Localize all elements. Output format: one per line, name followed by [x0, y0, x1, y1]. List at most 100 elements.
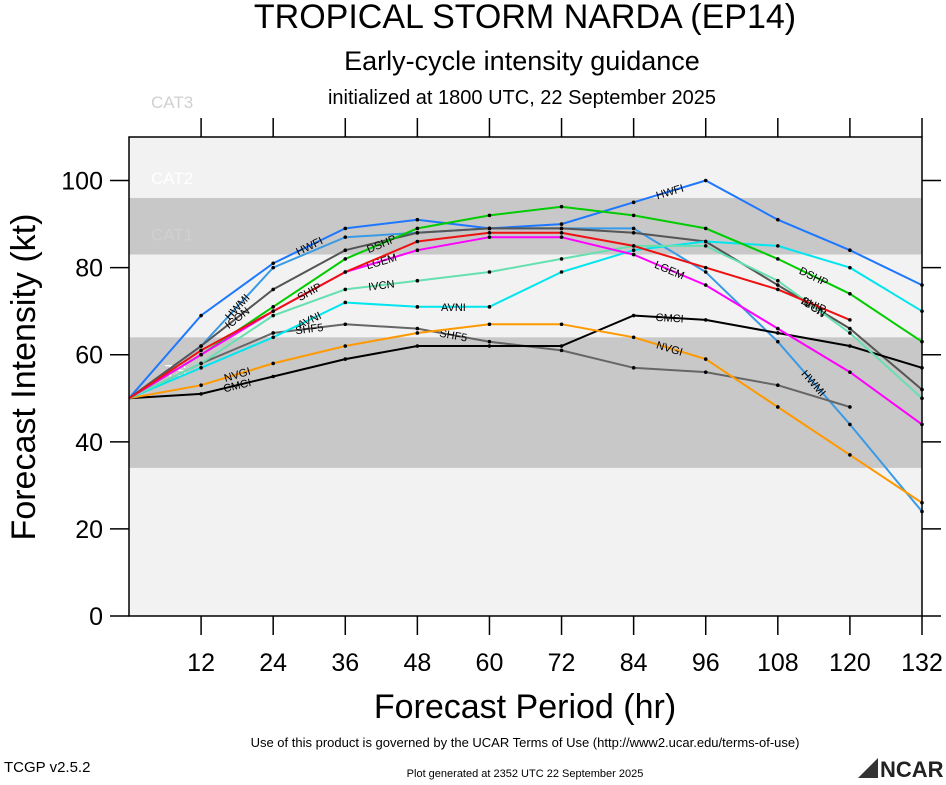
data-point: [559, 226, 564, 231]
band-label: CAT2: [151, 169, 193, 188]
data-point: [343, 226, 348, 231]
y-tick-label: 100: [61, 168, 103, 196]
category-band: [129, 337, 922, 468]
chart-subtitle: Early-cycle intensity guidance: [344, 46, 700, 76]
data-point: [415, 226, 420, 231]
data-point: [343, 235, 348, 239]
data-point: [559, 322, 564, 327]
data-point: [776, 217, 780, 222]
data-point: [559, 235, 564, 239]
data-point: [343, 344, 348, 348]
series-line: [128, 244, 923, 400]
data-point: [487, 344, 492, 348]
data-point: [199, 352, 203, 357]
data-point: [271, 361, 275, 366]
data-point: [776, 283, 780, 287]
data-point: [199, 344, 203, 348]
data-point: [848, 422, 852, 427]
data-point: [848, 405, 852, 409]
series-line: [128, 205, 923, 400]
x-tick-label: 132: [901, 649, 943, 677]
data-point: [343, 248, 348, 253]
terms: Use of this product is governed by the U…: [251, 735, 800, 750]
data-point: [343, 257, 348, 261]
band-label: CAT1: [151, 226, 193, 245]
version: TCGP v2.5.2: [4, 759, 90, 776]
data-point: [199, 392, 203, 396]
data-point: [631, 365, 636, 370]
data-point: [343, 287, 348, 292]
data-point: [487, 305, 492, 309]
data-point: [487, 226, 492, 231]
data-point: [848, 453, 852, 457]
plot-frame: [128, 136, 923, 617]
logo-text: NCAR: [880, 757, 944, 780]
data-point: [199, 361, 203, 366]
data-point: [415, 248, 420, 253]
data-point: [703, 226, 708, 231]
data-point: [631, 248, 636, 253]
x-tick-label: 72: [548, 649, 576, 677]
data-point: [415, 326, 420, 331]
x-tick-label: 48: [403, 649, 431, 677]
y-tick-label: 60: [75, 342, 103, 370]
data-point: [848, 326, 852, 331]
data-point: [271, 335, 275, 340]
data-point: [343, 270, 348, 274]
data-point: [559, 270, 564, 274]
data-point: [703, 244, 708, 248]
data-point: [776, 339, 780, 344]
logo: NCAR: [858, 757, 944, 782]
data-point: [271, 265, 275, 270]
series-label: IVCN: [368, 279, 396, 294]
data-point: [487, 322, 492, 327]
y-axis-label: Forecast Intensity (kt): [5, 214, 43, 541]
data-point: [343, 322, 348, 327]
data-point: [631, 226, 636, 231]
x-tick-label: 36: [331, 649, 359, 677]
data-point: [559, 344, 564, 348]
data-point: [199, 313, 203, 318]
logo-mark: [858, 758, 878, 778]
data-point: [776, 244, 780, 248]
data-point: [343, 357, 348, 361]
data-point: [848, 331, 852, 335]
data-point: [776, 326, 780, 331]
series-label: SHF5: [438, 328, 468, 345]
data-point: [703, 283, 708, 287]
data-point: [703, 357, 708, 361]
category-band: [129, 467, 922, 616]
data-point: [703, 318, 708, 322]
x-tick-label: 60: [476, 649, 504, 677]
data-point: [776, 257, 780, 261]
y-tick-label: 40: [75, 429, 103, 457]
data-point: [415, 305, 420, 309]
data-point: [271, 287, 275, 292]
data-point: [487, 213, 492, 218]
data-point: [415, 344, 420, 348]
series-line: [128, 179, 923, 399]
data-point: [487, 235, 492, 239]
data-point: [415, 217, 420, 222]
data-point: [415, 331, 420, 335]
data-point: [415, 278, 420, 283]
y-tick-label: 80: [75, 255, 103, 283]
data-point: [848, 291, 852, 296]
series-line: [128, 323, 923, 504]
series-label: AVNI: [441, 302, 466, 314]
data-point: [776, 287, 780, 292]
x-tick-label: 120: [829, 649, 871, 677]
x-tick-label: 96: [692, 649, 720, 677]
data-point: [848, 370, 852, 374]
data-point: [199, 365, 203, 370]
x-tick-label: 12: [187, 649, 215, 677]
data-point: [703, 178, 708, 183]
category-band: [129, 137, 922, 198]
init-time: initialized at 1800 UTC, 22 September 20…: [328, 87, 716, 109]
data-point: [271, 309, 275, 313]
y-tick-label: 0: [89, 603, 103, 631]
data-point: [487, 270, 492, 274]
data-point: [631, 231, 636, 235]
data-point: [703, 265, 708, 270]
data-point: [559, 204, 564, 209]
